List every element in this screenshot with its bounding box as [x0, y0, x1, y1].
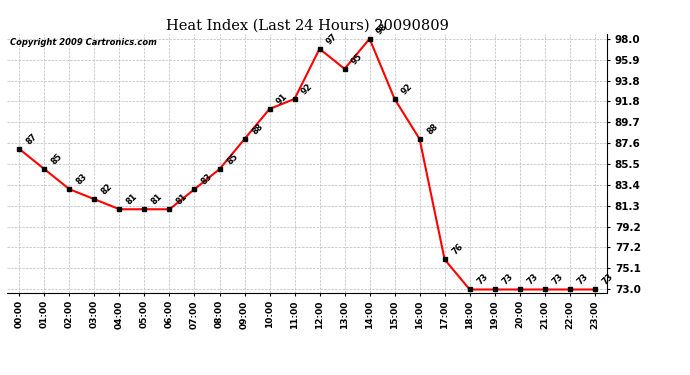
Text: 81: 81 [150, 192, 165, 207]
Text: 83: 83 [200, 172, 215, 186]
Text: 91: 91 [275, 92, 290, 106]
Text: 87: 87 [25, 132, 39, 146]
Text: 76: 76 [450, 242, 465, 256]
Title: Heat Index (Last 24 Hours) 20090809: Heat Index (Last 24 Hours) 20090809 [166, 19, 448, 33]
Text: 73: 73 [525, 272, 540, 287]
Text: 97: 97 [325, 32, 339, 46]
Text: 81: 81 [175, 192, 190, 207]
Text: 85: 85 [50, 152, 65, 166]
Text: 88: 88 [425, 122, 440, 136]
Text: 73: 73 [600, 272, 615, 287]
Text: 81: 81 [125, 192, 139, 207]
Text: 73: 73 [550, 272, 564, 287]
Text: 92: 92 [400, 82, 415, 96]
Text: 73: 73 [575, 272, 590, 287]
Text: 88: 88 [250, 122, 264, 136]
Text: 95: 95 [350, 51, 365, 66]
Text: Copyright 2009 Cartronics.com: Copyright 2009 Cartronics.com [10, 38, 157, 46]
Text: 83: 83 [75, 172, 90, 186]
Text: 98: 98 [375, 21, 390, 36]
Text: 73: 73 [475, 272, 490, 287]
Text: 82: 82 [100, 182, 115, 196]
Text: 92: 92 [300, 82, 315, 96]
Text: 73: 73 [500, 272, 515, 287]
Text: 85: 85 [225, 152, 239, 166]
